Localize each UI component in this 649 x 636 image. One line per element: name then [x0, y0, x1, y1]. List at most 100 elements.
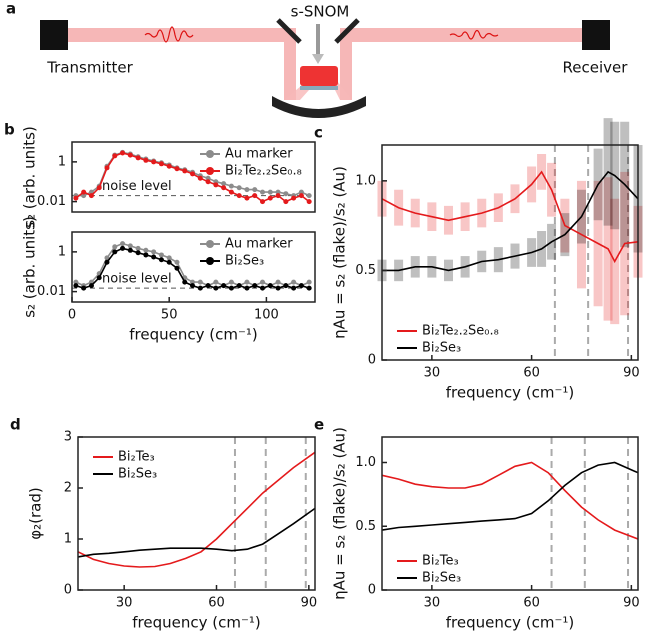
point — [252, 193, 258, 199]
mirror — [334, 18, 360, 44]
y-tick-label: 1.0 — [355, 455, 376, 470]
point — [73, 279, 79, 285]
series-line — [381, 461, 639, 540]
plot-frame — [381, 436, 639, 591]
point — [236, 193, 242, 199]
point — [151, 249, 157, 255]
y-axis-label: s₂ (arb. units) — [21, 216, 39, 318]
y-tick-label: 1 — [58, 244, 66, 259]
plot-frame — [77, 436, 316, 591]
transmitter-box — [40, 20, 68, 50]
tip-apex — [312, 54, 324, 64]
point — [104, 255, 110, 261]
legend-marker — [206, 167, 214, 175]
legend-label: Bi₂Te₃ — [422, 554, 459, 569]
point — [291, 285, 297, 291]
point — [120, 245, 126, 251]
y-tick-label: 0.5 — [355, 263, 376, 278]
point — [205, 179, 211, 185]
point — [81, 285, 87, 291]
point — [96, 275, 102, 281]
point — [283, 283, 289, 289]
point — [197, 279, 203, 285]
point — [260, 285, 266, 291]
point — [104, 259, 110, 265]
noise-label: noise level — [102, 272, 172, 287]
chart: noise level 0.01 1 0 50 100 frequency (cm⁻¹) s₂… — [21, 216, 316, 344]
legend-label: Bi₂Se₃ — [225, 254, 264, 269]
point — [275, 189, 281, 195]
legend-marker — [206, 240, 214, 248]
point — [104, 165, 110, 171]
y-tick-label: 0 — [368, 353, 376, 368]
legend-label: Bi₂Se₃ — [422, 571, 461, 586]
point — [190, 279, 196, 285]
schematic: a Transmitter s-SNOM Receiver — [6, 0, 628, 118]
point — [112, 249, 118, 255]
point — [291, 279, 297, 285]
point — [135, 155, 141, 161]
point — [127, 243, 133, 249]
y-tick-label: 3 — [64, 430, 72, 445]
point — [120, 241, 126, 247]
point — [127, 152, 133, 158]
point — [275, 193, 281, 199]
point — [81, 193, 87, 199]
point — [127, 247, 133, 253]
y-tick-label: 0.01 — [37, 194, 66, 209]
substrate — [300, 86, 338, 90]
series-line — [381, 170, 639, 264]
point — [96, 185, 102, 191]
point — [197, 175, 203, 181]
x-tick-label: 60 — [208, 596, 225, 611]
point — [158, 252, 164, 258]
point — [252, 187, 258, 193]
point — [166, 255, 172, 261]
point — [298, 193, 304, 199]
x-tick-label: 90 — [623, 366, 640, 381]
legend-label: Bi₂Te₂.₂Se₀.₈ — [225, 164, 302, 179]
point — [306, 199, 312, 205]
point — [283, 191, 289, 197]
legend-label: Bi₂Se₃ — [118, 467, 157, 482]
point — [166, 259, 172, 265]
receiver-box — [582, 20, 610, 50]
pulse — [449, 29, 499, 40]
point — [228, 183, 234, 189]
point — [267, 283, 273, 289]
point — [112, 153, 118, 159]
legend-label: Au marker — [225, 237, 293, 252]
chart: 0 1 2 3 30 60 90 frequency (cm⁻¹) φ₂(rad) d Bi₂Te₃… — [10, 416, 317, 632]
beam-out — [340, 28, 582, 100]
x-tick-label: 60 — [523, 596, 540, 611]
y-tick-label: 1 — [64, 532, 72, 547]
point — [221, 283, 227, 289]
point — [174, 259, 180, 265]
point — [306, 279, 312, 285]
plot-frame — [381, 144, 639, 361]
chart: 0 0.5 1.0 30 60 90 frequency (cm⁻¹) ηAu = s₂ (f… — [314, 118, 643, 402]
point — [182, 168, 188, 174]
point — [283, 199, 289, 205]
panel-label: e — [314, 416, 324, 434]
y-axis-label: s₂ (arb. units) — [21, 126, 39, 228]
point — [112, 244, 118, 250]
legend-label: Bi₂Te₂.₂Se₀.₈ — [422, 324, 499, 339]
point — [260, 279, 266, 285]
point — [135, 250, 141, 256]
panel-label: b — [4, 121, 15, 139]
y-tick-label: 1 — [58, 154, 66, 169]
point — [151, 159, 157, 165]
point — [143, 252, 149, 258]
point — [291, 195, 297, 201]
point — [244, 285, 250, 291]
point — [228, 285, 234, 291]
tip — [316, 24, 320, 54]
point — [298, 283, 304, 289]
y-tick-label: 2 — [64, 481, 72, 496]
legend-label: Bi₂Se₃ — [422, 341, 461, 356]
point — [275, 279, 281, 285]
point — [260, 189, 266, 195]
x-axis-label: frequency (cm⁻¹) — [132, 614, 261, 632]
point — [197, 285, 203, 291]
